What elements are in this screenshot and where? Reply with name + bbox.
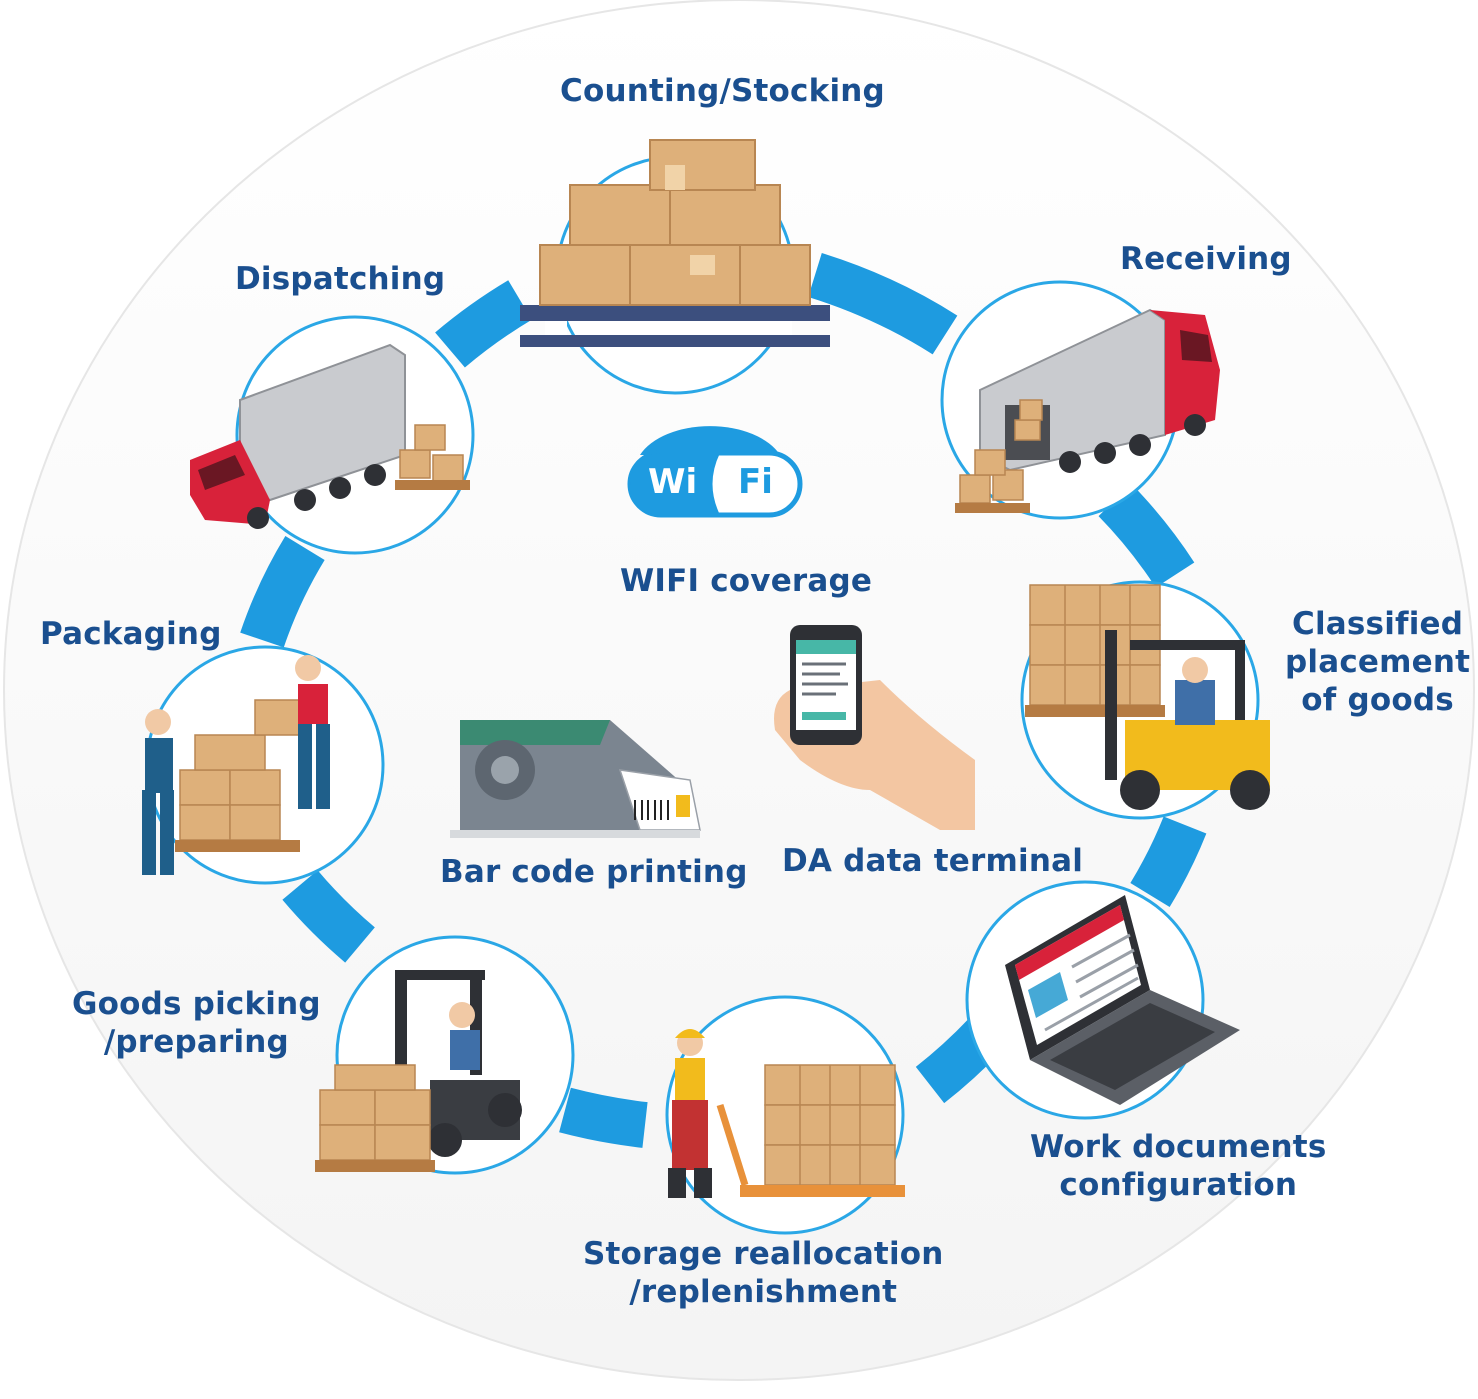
cycle-ring [240, 253, 1207, 1148]
dispatching-truck-icon [190, 343, 470, 529]
ring-segment-left-upper [240, 536, 325, 648]
caption-wifi: WIFI coverage [620, 563, 873, 599]
label-classified: Classified placement of goods [1285, 605, 1470, 719]
label-classified-line3: of goods [1301, 682, 1454, 718]
receiving-truck-icon [955, 308, 1220, 513]
ring-segment-top-right [807, 253, 958, 355]
label-storage: Storage reallocation /replenishment [583, 1235, 944, 1311]
ring-segment-right-lower [1130, 816, 1207, 907]
label-storage-line1: Storage reallocation [583, 1236, 944, 1272]
forklift-stacking-icon [1025, 584, 1270, 810]
label-picking: Goods picking /preparing [72, 985, 321, 1061]
label-work-docs-line2: configuration [1059, 1167, 1298, 1203]
boxes-pallet-icon [520, 139, 830, 347]
label-storage-line2: /replenishment [629, 1274, 898, 1310]
ring-segment-left-lower [282, 869, 376, 963]
label-packaging: Packaging [40, 616, 222, 652]
label-picking-line2: /preparing [103, 1024, 289, 1060]
wifi-left-text: Wi [648, 462, 698, 502]
label-work-docs-line1: Work documents [1030, 1129, 1327, 1165]
barcode-printer-icon [450, 720, 701, 838]
ring-segment-bottom-left [559, 1087, 648, 1148]
laptop-icon [1005, 895, 1240, 1105]
label-counting: Counting/Stocking [560, 73, 885, 109]
wifi-icon [627, 426, 803, 518]
label-dispatching: Dispatching [235, 261, 446, 297]
caption-terminal: DA data terminal [782, 843, 1084, 879]
handheld-terminal-icon [774, 625, 975, 830]
caption-barcode: Bar code printing [440, 854, 748, 890]
label-picking-line1: Goods picking [72, 986, 321, 1022]
packaging-workers-icon [142, 655, 330, 875]
label-work-docs: Work documents configuration [1030, 1128, 1326, 1204]
wifi-right-text: Fi [738, 462, 773, 502]
pallet-jack-worker-icon [668, 1029, 905, 1198]
label-receiving: Receiving [1120, 241, 1292, 277]
ring-segment-top-left [435, 280, 533, 368]
forklift-picking-icon [315, 970, 522, 1172]
label-classified-line1: Classified [1292, 606, 1464, 642]
label-classified-line2: placement [1285, 644, 1471, 680]
